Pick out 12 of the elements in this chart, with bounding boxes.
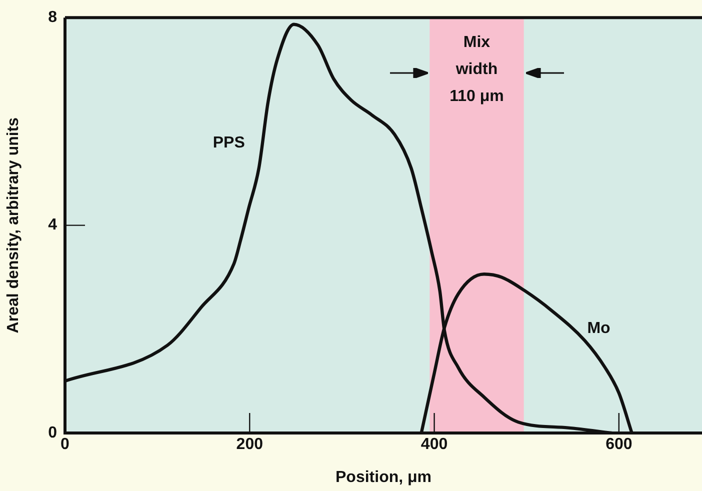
x-tick-label: 400 <box>420 436 448 454</box>
y-axis-title: Areal density, arbitrary units <box>5 117 22 334</box>
x-tick-label: 600 <box>606 436 632 454</box>
y-tick-label: 8 <box>48 9 58 26</box>
series-label: PPS <box>212 134 246 152</box>
x-axis-title: Position, μm <box>335 468 432 486</box>
x-tick-label: 200 <box>236 436 264 454</box>
y-tick-label: 0 <box>48 424 58 442</box>
x-tick-label: 0 <box>60 436 70 454</box>
y-tick-label: 4 <box>48 216 58 234</box>
series-label: Mo <box>587 320 611 337</box>
band-label: Mix width 110 μm <box>450 34 504 106</box>
